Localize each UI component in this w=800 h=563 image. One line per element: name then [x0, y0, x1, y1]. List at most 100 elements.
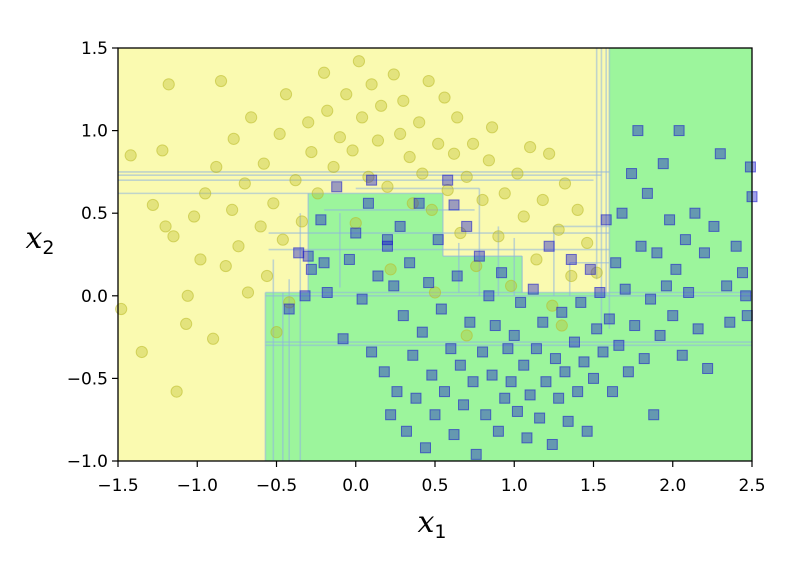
x-axis-ticks: −1.5 −1.0 −0.5 0.0 0.5 1.0 1.5 2.0 2.5 — [97, 461, 766, 496]
point-class-1 — [502, 343, 514, 355]
point-class-1 — [461, 220, 473, 232]
point-class-0 — [590, 266, 603, 279]
region-class-1 — [265, 48, 752, 461]
point-class-1 — [492, 425, 504, 437]
point-class-1 — [657, 158, 669, 170]
point-class-1 — [442, 174, 454, 186]
point-class-1 — [607, 386, 619, 398]
point-class-0 — [381, 180, 394, 193]
point-class-0 — [349, 217, 362, 230]
point-class-1 — [302, 250, 314, 262]
point-class-0 — [181, 289, 194, 302]
point-class-1 — [575, 296, 587, 308]
point-class-1 — [445, 343, 457, 355]
point-class-0 — [413, 116, 426, 129]
point-class-0 — [146, 198, 159, 212]
point-class-1 — [426, 369, 438, 381]
point-class-1 — [331, 181, 343, 193]
point-class-1 — [511, 405, 523, 417]
y-tick-label: 0.0 — [81, 287, 108, 307]
x-tick-label: −1.5 — [97, 476, 138, 496]
x-tick-label: 1.5 — [580, 476, 607, 496]
x-tick-label: 0.0 — [342, 476, 369, 496]
point-class-0 — [422, 74, 435, 88]
point-class-0 — [447, 147, 461, 160]
point-class-1 — [622, 366, 634, 378]
point-class-1 — [651, 247, 663, 259]
point-class-1 — [366, 174, 378, 186]
point-class-1 — [549, 353, 561, 365]
point-class-1 — [654, 329, 666, 341]
series-class-0 — [115, 55, 603, 398]
point-class-1 — [562, 415, 574, 427]
point-class-0 — [170, 385, 183, 398]
y-axis-ticks: −1.0 −0.5 0.0 0.5 1.0 1.5 — [67, 39, 118, 472]
point-class-1 — [388, 280, 400, 292]
point-class-0 — [311, 187, 324, 200]
point-class-0 — [254, 220, 267, 233]
point-class-1 — [616, 207, 628, 219]
point-class-1 — [356, 293, 368, 305]
point-class-0 — [432, 137, 445, 150]
point-class-0 — [346, 144, 359, 157]
point-class-0 — [565, 269, 578, 283]
point-class-1 — [480, 409, 492, 421]
point-class-0 — [207, 332, 220, 345]
point-class-0 — [403, 150, 416, 164]
x-tick-label: 1.0 — [501, 476, 528, 496]
point-class-1 — [667, 310, 679, 322]
point-class-0 — [397, 94, 410, 107]
point-class-1 — [454, 359, 466, 371]
point-class-1 — [648, 409, 660, 421]
point-class-1 — [321, 286, 333, 298]
point-class-0 — [485, 121, 499, 134]
point-class-1 — [483, 290, 495, 302]
decision-regions — [118, 48, 752, 461]
point-class-1 — [610, 257, 622, 269]
point-class-1 — [416, 326, 428, 338]
point-class-1 — [638, 353, 650, 365]
point-class-0 — [270, 326, 283, 339]
point-class-0 — [238, 177, 251, 190]
point-class-1 — [505, 376, 517, 388]
point-class-1 — [448, 199, 460, 211]
point-class-0 — [365, 78, 378, 91]
point-class-1 — [318, 257, 330, 269]
point-class-0 — [199, 187, 212, 200]
point-class-0 — [219, 259, 232, 273]
point-class-1 — [730, 240, 742, 252]
point-class-1 — [660, 280, 672, 292]
point-class-0 — [425, 203, 438, 216]
x-tick-label: −1.0 — [177, 476, 218, 496]
point-class-1 — [527, 283, 539, 295]
point-class-1 — [540, 376, 552, 388]
point-class-0 — [441, 183, 454, 197]
point-class-1 — [673, 125, 685, 137]
point-class-1 — [594, 286, 606, 298]
point-class-0 — [241, 286, 255, 299]
point-class-0 — [466, 137, 480, 150]
point-class-1 — [603, 313, 615, 325]
point-class-1 — [473, 250, 485, 262]
point-class-1 — [448, 429, 460, 441]
point-class-0 — [482, 154, 495, 167]
point-class-0 — [355, 111, 369, 124]
point-class-0 — [180, 317, 193, 330]
point-class-1 — [350, 227, 362, 239]
point-class-1 — [521, 432, 533, 444]
point-class-1 — [724, 316, 736, 328]
point-class-1 — [499, 392, 511, 404]
point-class-0 — [340, 88, 353, 101]
point-class-1 — [404, 257, 416, 269]
point-class-0 — [260, 269, 274, 283]
point-class-1 — [683, 286, 695, 298]
point-class-0 — [227, 132, 240, 145]
series-class-1 — [283, 125, 758, 460]
point-class-1 — [305, 263, 317, 275]
point-class-0 — [375, 99, 388, 112]
point-class-0 — [460, 329, 473, 342]
point-class-0 — [530, 253, 543, 266]
y-tick-label: 1.5 — [81, 39, 108, 59]
point-class-1 — [366, 346, 378, 358]
point-class-1 — [559, 366, 571, 378]
